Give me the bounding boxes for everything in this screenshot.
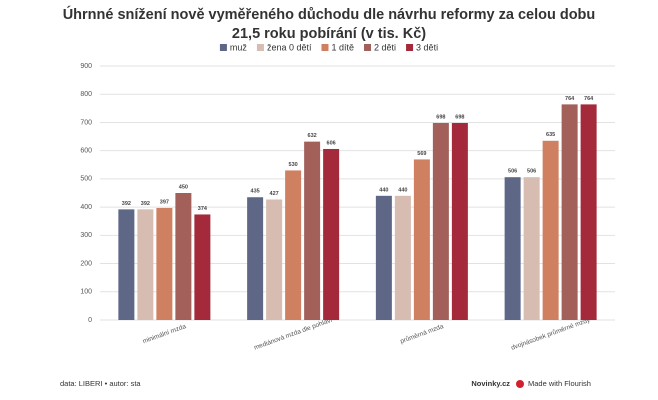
value-label: 440 [398,187,407,193]
bar [432,123,449,321]
flourish-icon [516,380,524,388]
value-label: 698 [436,114,445,120]
y-tick-label: 400 [80,204,92,211]
bar [137,209,154,320]
bar [542,140,559,320]
bar [394,195,411,320]
bar [175,193,192,320]
legend-swatch [256,44,264,51]
value-label: 764 [565,96,575,102]
bar [266,199,283,320]
value-label: 435 [251,189,260,195]
bar [194,214,211,320]
value-label: 440 [379,187,388,193]
y-tick-label: 700 [80,119,92,126]
bar [561,104,578,320]
value-label: 374 [198,206,208,212]
value-label: 635 [546,132,555,138]
y-tick-label: 0 [88,317,92,324]
value-label: 632 [308,133,317,139]
value-label: 392 [122,201,131,207]
x-tick-label: minimální mzda [142,323,188,345]
y-tick-label: 800 [80,91,92,98]
bar [504,177,521,320]
bar [451,123,468,321]
y-tick-label: 300 [80,232,92,239]
bar [413,159,430,320]
bar [285,170,302,320]
bar [523,177,540,320]
bar [156,207,173,320]
value-label: 530 [289,162,298,168]
credit: Made with Flourish [528,379,591,388]
bar [375,195,392,320]
bar [304,141,321,320]
legend-label: 1 dítě [331,42,354,52]
value-label: 698 [455,114,464,120]
value-label: 427 [270,191,279,197]
bar [247,197,264,320]
value-label: 450 [179,184,188,190]
y-tick-label: 900 [80,63,92,70]
y-tick-label: 500 [80,176,92,183]
legend-label: 3 děti [416,42,438,52]
value-label: 606 [327,140,336,146]
value-label: 569 [417,151,426,157]
chart-title: Úhrnné snížení nově vyměřeného důchodu d… [62,7,596,42]
x-tick-label: průměrná mzda [399,322,445,345]
legend-label: žena 0 dětí [267,42,312,52]
value-label: 397 [160,199,169,205]
legend-label: 2 děti [374,42,396,52]
value-label: 506 [508,169,517,175]
legend-swatch [364,44,372,51]
value-label: 506 [527,169,536,175]
logo: Novinky.cz [471,379,510,388]
bar [118,209,135,320]
value-label: 764 [584,96,594,102]
bar [323,148,340,320]
x-tick-label: dvojnásobek průměrné mzdy [510,315,592,351]
legend-swatch [219,44,227,51]
legend-label: muž [230,42,248,52]
x-tick-label: mediánová mzda dle pohlaví [253,317,333,352]
legend-swatch [321,44,329,51]
bar [580,104,597,320]
legend-swatch [406,44,414,51]
y-tick-label: 100 [80,289,92,296]
y-tick-label: 600 [80,148,92,155]
value-label: 392 [141,201,150,207]
source: data: LIBERI • autor: sta [60,379,141,388]
y-tick-label: 200 [80,260,92,267]
